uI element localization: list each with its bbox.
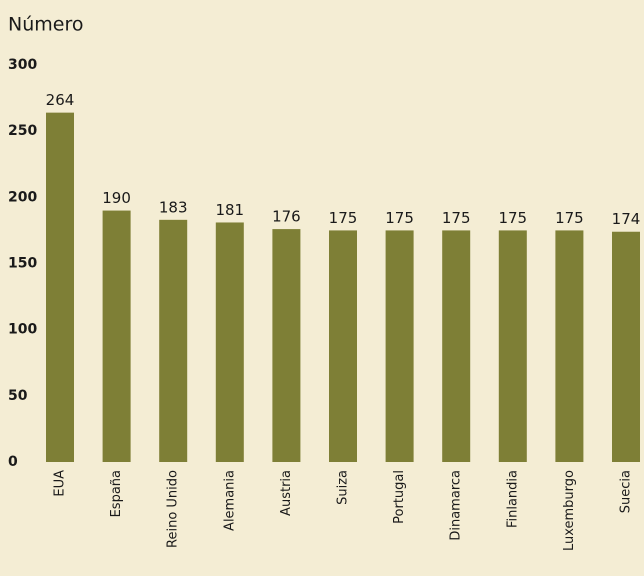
- value-label: 181: [215, 201, 244, 219]
- value-label: 264: [46, 91, 75, 109]
- x-tick-label: Portugal: [392, 470, 407, 524]
- y-tick-label: 300: [8, 57, 37, 73]
- value-label: 190: [102, 189, 131, 207]
- bar: [442, 230, 471, 462]
- x-tick-label: Finlandia: [505, 470, 520, 528]
- value-label: 175: [329, 209, 358, 227]
- bar: [555, 230, 584, 462]
- value-label: 183: [159, 198, 188, 216]
- bar: [215, 222, 244, 462]
- bar: [498, 230, 527, 462]
- x-tick-label: Alemania: [222, 470, 237, 531]
- bar: [46, 112, 74, 462]
- bar: [102, 210, 131, 462]
- value-label: 174: [612, 210, 641, 228]
- bar: [159, 219, 188, 462]
- y-tick-label: 0: [8, 454, 18, 470]
- bar: [272, 229, 301, 462]
- y-tick-label: 200: [8, 189, 37, 205]
- x-tick-label: Reino Unido: [166, 470, 181, 548]
- y-tick-label: 100: [8, 322, 37, 338]
- x-tick-label: EUA: [53, 470, 68, 497]
- bar: [385, 230, 414, 462]
- y-tick-label: 50: [8, 388, 28, 404]
- value-label: 175: [442, 209, 471, 227]
- y-tick-label: 150: [8, 256, 37, 272]
- x-tick-label: Suiza: [336, 470, 351, 505]
- y-axis-label: Número: [8, 14, 83, 36]
- value-label: 175: [555, 209, 584, 227]
- bar: [329, 230, 357, 462]
- value-label: 176: [272, 208, 301, 226]
- y-tick-label: 250: [8, 123, 37, 139]
- x-tick-label: Suecia: [619, 470, 634, 513]
- bar: [612, 231, 640, 462]
- x-tick-label: Luxemburgo: [562, 470, 577, 551]
- x-tick-label: España: [109, 470, 124, 517]
- x-tick-label: Dinamarca: [449, 470, 464, 541]
- x-tick-label: Austria: [279, 470, 294, 516]
- value-label: 175: [385, 209, 414, 227]
- value-label: 175: [498, 209, 527, 227]
